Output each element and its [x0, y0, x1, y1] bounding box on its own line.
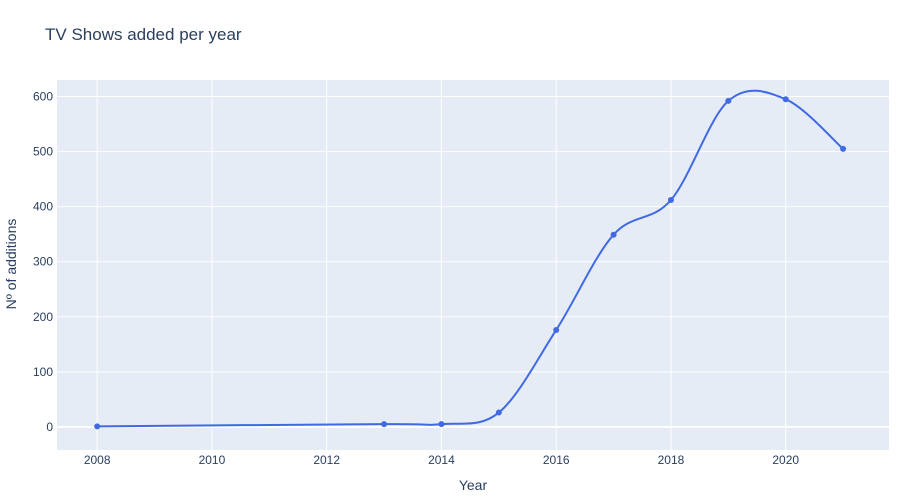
x-tick-label: 2014 — [428, 453, 455, 467]
y-axis-title: Nº of additions — [3, 219, 19, 310]
x-axis-ticks: 2008 2010 2012 2014 2016 2018 2020 — [84, 453, 800, 467]
x-tick-label: 2010 — [199, 453, 226, 467]
x-tick-label: 2016 — [543, 453, 570, 467]
x-tick-label: 2008 — [84, 453, 111, 467]
grid-lines — [57, 80, 889, 450]
data-point — [610, 231, 617, 238]
y-tick-label: 100 — [33, 365, 53, 379]
x-tick-label: 2018 — [658, 453, 685, 467]
data-point — [381, 421, 388, 428]
data-point — [495, 409, 502, 416]
data-point — [840, 145, 847, 152]
y-axis-ticks: 0 100 200 300 400 500 600 — [33, 90, 53, 434]
y-tick-label: 600 — [33, 90, 53, 104]
data-point — [553, 326, 560, 333]
x-tick-label: 2012 — [313, 453, 340, 467]
plot-area — [57, 80, 889, 450]
data-point — [725, 97, 732, 104]
x-tick-label: 2020 — [772, 453, 799, 467]
series-layer — [94, 89, 847, 430]
chart-title: TV Shows added per year — [45, 25, 242, 44]
y-tick-label: 200 — [33, 310, 53, 324]
data-point — [438, 421, 445, 428]
y-tick-label: 400 — [33, 200, 53, 214]
data-point — [667, 197, 674, 204]
y-tick-label: 0 — [46, 420, 53, 434]
y-tick-label: 500 — [33, 145, 53, 159]
data-point — [94, 423, 101, 430]
data-point — [782, 96, 789, 103]
y-tick-label: 300 — [33, 255, 53, 269]
x-axis-title: Year — [459, 477, 488, 493]
